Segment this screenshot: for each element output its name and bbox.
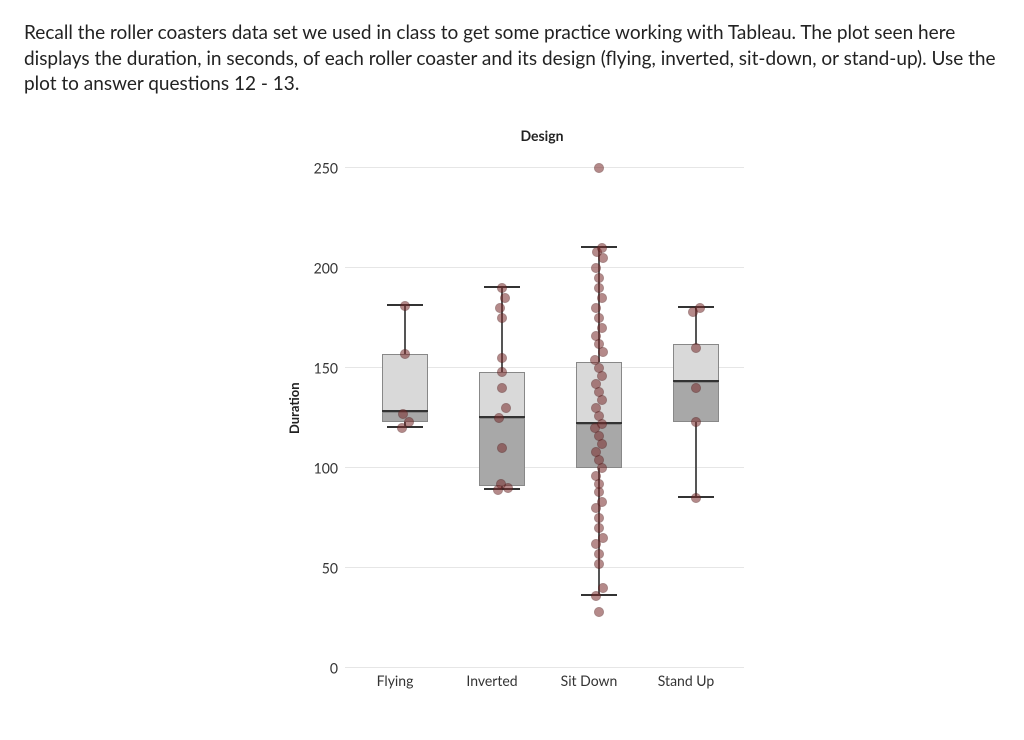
y-tick-label: 250 bbox=[314, 159, 338, 176]
data-point bbox=[591, 263, 601, 273]
data-point bbox=[691, 417, 701, 427]
chart-title: Design bbox=[340, 127, 744, 144]
data-point bbox=[597, 497, 607, 507]
data-point bbox=[497, 383, 507, 393]
data-point bbox=[404, 417, 414, 427]
data-point bbox=[691, 493, 701, 503]
y-tick-label: 100 bbox=[314, 459, 338, 476]
data-point bbox=[497, 283, 507, 293]
data-point bbox=[501, 403, 511, 413]
data-point bbox=[597, 323, 607, 333]
data-point bbox=[594, 273, 604, 283]
data-point bbox=[591, 303, 601, 313]
whisker-upper bbox=[404, 306, 406, 354]
data-point bbox=[597, 293, 607, 303]
data-point bbox=[497, 313, 507, 323]
data-point bbox=[594, 163, 604, 173]
data-point bbox=[497, 443, 507, 453]
data-point bbox=[594, 549, 604, 559]
gridline bbox=[345, 167, 744, 168]
data-point bbox=[598, 583, 608, 593]
y-tick-column: 050100150200250 bbox=[302, 148, 344, 668]
gridline bbox=[345, 267, 744, 268]
data-point bbox=[594, 513, 604, 523]
median-line bbox=[673, 380, 719, 382]
data-point bbox=[398, 409, 408, 419]
data-point bbox=[400, 349, 410, 359]
data-point bbox=[497, 367, 507, 377]
data-point bbox=[594, 559, 604, 569]
gridline bbox=[345, 467, 744, 468]
data-point bbox=[400, 301, 410, 311]
data-point bbox=[591, 591, 601, 601]
data-point bbox=[594, 523, 604, 533]
data-point bbox=[495, 303, 505, 313]
data-point bbox=[594, 607, 604, 617]
chart-container: Design Duration 050100150200250 FlyingIn… bbox=[24, 127, 1000, 692]
box-upper bbox=[382, 354, 428, 412]
x-axis-labels: Flying Inverted Sit Down Stand Up bbox=[335, 668, 735, 692]
gridline bbox=[345, 567, 744, 568]
x-tick-label: Inverted bbox=[466, 672, 517, 689]
data-point bbox=[598, 533, 608, 543]
data-point bbox=[496, 479, 506, 489]
x-tick-label: Stand Up bbox=[658, 672, 714, 689]
y-tick-label: 50 bbox=[322, 559, 338, 576]
x-tick-label: Flying bbox=[377, 672, 414, 689]
y-tick-label: 150 bbox=[314, 359, 338, 376]
x-tick-label: Sit Down bbox=[561, 672, 618, 689]
intro-paragraph: Recall the roller coasters data set we u… bbox=[24, 20, 1000, 97]
y-axis-label: Duration bbox=[280, 148, 302, 668]
data-point bbox=[590, 355, 600, 365]
data-point bbox=[594, 283, 604, 293]
y-tick-label: 200 bbox=[314, 259, 338, 276]
data-point bbox=[695, 303, 705, 313]
whisker-lower bbox=[695, 422, 697, 498]
data-point bbox=[494, 413, 504, 423]
plot-area bbox=[344, 148, 744, 668]
boxplot-chart: Design Duration 050100150200250 FlyingIn… bbox=[280, 127, 744, 692]
data-point bbox=[691, 383, 701, 393]
data-point bbox=[500, 293, 510, 303]
data-point bbox=[691, 343, 701, 353]
data-point bbox=[497, 353, 507, 363]
data-point bbox=[597, 243, 607, 253]
data-point bbox=[594, 313, 604, 323]
